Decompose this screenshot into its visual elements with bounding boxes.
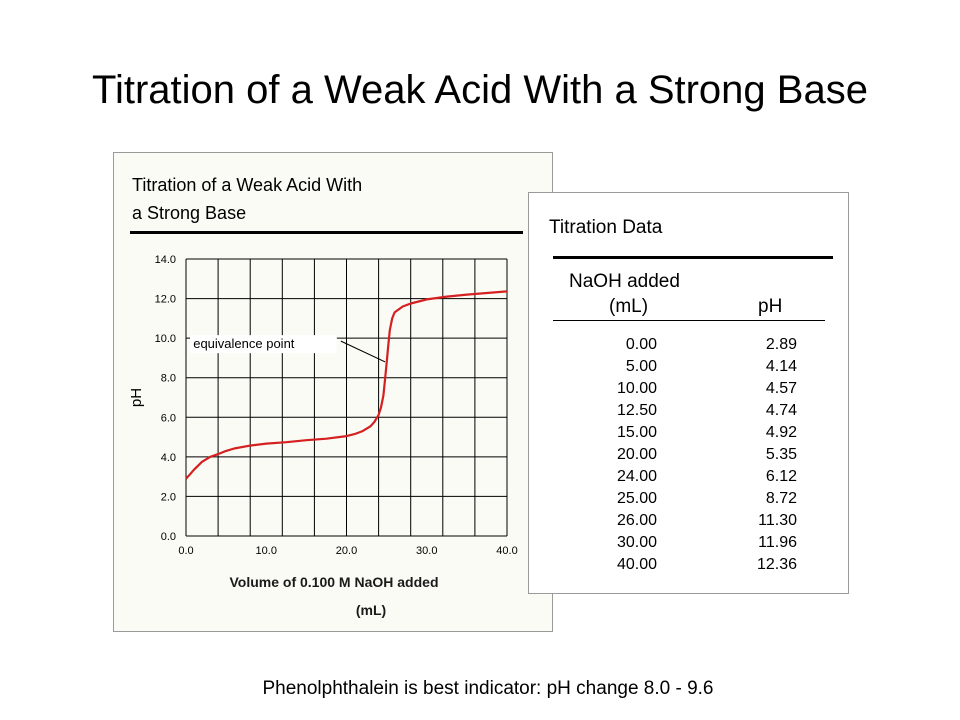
table-row: 15.00 4.92 [529, 424, 850, 446]
table-row: 10.00 4.57 [529, 380, 850, 402]
x-tick-label: 0.0 [178, 545, 193, 557]
slide-title: Titration of a Weak Acid With a Strong B… [92, 68, 868, 112]
chart-title: Titration of a Weak Acid With a Strong B… [132, 171, 362, 227]
table-row: 12.50 4.74 [529, 402, 850, 424]
x-axis-label: Volume of 0.100 M NaOH added [229, 574, 439, 590]
naoh-volume-cell: 26.00 [616, 512, 657, 529]
naoh-volume-cell: 12.50 [616, 402, 657, 419]
table-title: Titration Data [549, 217, 663, 238]
chart-title-line-2: a Strong Base [132, 203, 247, 223]
table-row: 5.00 4.14 [529, 358, 850, 380]
ph-value-cell: 2.89 [765, 336, 797, 353]
ph-value-cell: 12.36 [756, 556, 797, 573]
table-row: 0.00 2.89 [529, 336, 850, 358]
y-tick-label: 12.0 [155, 294, 176, 306]
ph-value-cell: 11.30 [758, 512, 797, 529]
x-axis-unit: (mL) [355, 602, 387, 618]
y-tick-label: 0.0 [161, 531, 176, 543]
y-tick-label: 14.0 [155, 254, 176, 266]
table-row: 26.00 11.30 [529, 512, 850, 534]
chart-title-rule [130, 231, 523, 234]
table-title-rule [553, 256, 833, 259]
table-row: 30.00 11.96 [529, 534, 850, 556]
indicator-note: Phenolphthalein is best indicator: pH ch… [262, 678, 714, 699]
naoh-volume-cell: 40.00 [616, 556, 657, 573]
ph-value-cell: 4.57 [765, 380, 797, 397]
titration-curve [185, 290, 508, 480]
ph-value-cell: 6.12 [765, 468, 797, 485]
annotation-leader-line [340, 340, 386, 363]
ph-value-cell: 4.14 [765, 358, 797, 375]
naoh-volume-cell: 5.00 [625, 358, 657, 375]
naoh-volume-cell: 0.00 [625, 336, 657, 353]
titration-chart: 0.0 10.0 20.0 30.0 40.0 0.0 2.0 4.0 6.0 8.0 10.0 12… [128, 254, 518, 557]
table-header-ml: (mL) [609, 296, 649, 317]
naoh-volume-cell: 10.00 [616, 380, 657, 397]
table-header-rule [553, 320, 825, 321]
annotation-background [190, 335, 337, 354]
x-tick-label: 30.0 [416, 545, 437, 557]
x-tick-label: 40.0 [496, 545, 517, 557]
x-tick-label: 20.0 [336, 545, 357, 557]
ph-value-cell: 8.72 [765, 490, 797, 507]
chart-title-line-1: Titration of a Weak Acid With [132, 175, 363, 195]
y-axis-label: pH [128, 388, 145, 407]
ph-value-cell: 4.92 [765, 424, 797, 441]
chart-panel: Titration of a Weak Acid With a Strong B… [113, 152, 553, 632]
table-row: 24.00 6.12 [529, 468, 850, 490]
table-row: 25.00 8.72 [529, 490, 850, 512]
table-row: 20.00 5.35 [529, 446, 850, 468]
table-header-ph: pH [758, 296, 783, 317]
naoh-volume-cell: 20.00 [616, 446, 657, 463]
equivalence-point-label: equivalence point [193, 336, 295, 351]
y-tick-label: 10.0 [155, 333, 176, 345]
naoh-volume-cell: 15.00 [616, 424, 657, 441]
naoh-volume-cell: 25.00 [616, 490, 657, 507]
y-tick-label: 6.0 [161, 412, 176, 424]
table-row: 40.00 12.36 [529, 556, 850, 578]
y-tick-label: 4.0 [161, 452, 176, 464]
ph-value-cell: 5.35 [765, 446, 797, 463]
naoh-volume-cell: 30.00 [616, 534, 657, 551]
data-table-panel: Titration Data NaOH added (mL) pH 0.00 2.… [528, 192, 849, 594]
y-tick-label: 2.0 [161, 491, 176, 503]
table-body: 0.00 2.89 5.00 4.14 10.00 4.57 12.50 4.74 15.00 4… [529, 336, 850, 578]
ph-value-cell: 4.74 [765, 402, 797, 419]
y-tick-label: 8.0 [161, 373, 176, 385]
ph-value-cell: 11.96 [758, 534, 797, 551]
x-tick-label: 10.0 [256, 545, 277, 557]
naoh-volume-cell: 24.00 [616, 468, 657, 485]
table-header-naoh: NaOH added [569, 271, 680, 292]
